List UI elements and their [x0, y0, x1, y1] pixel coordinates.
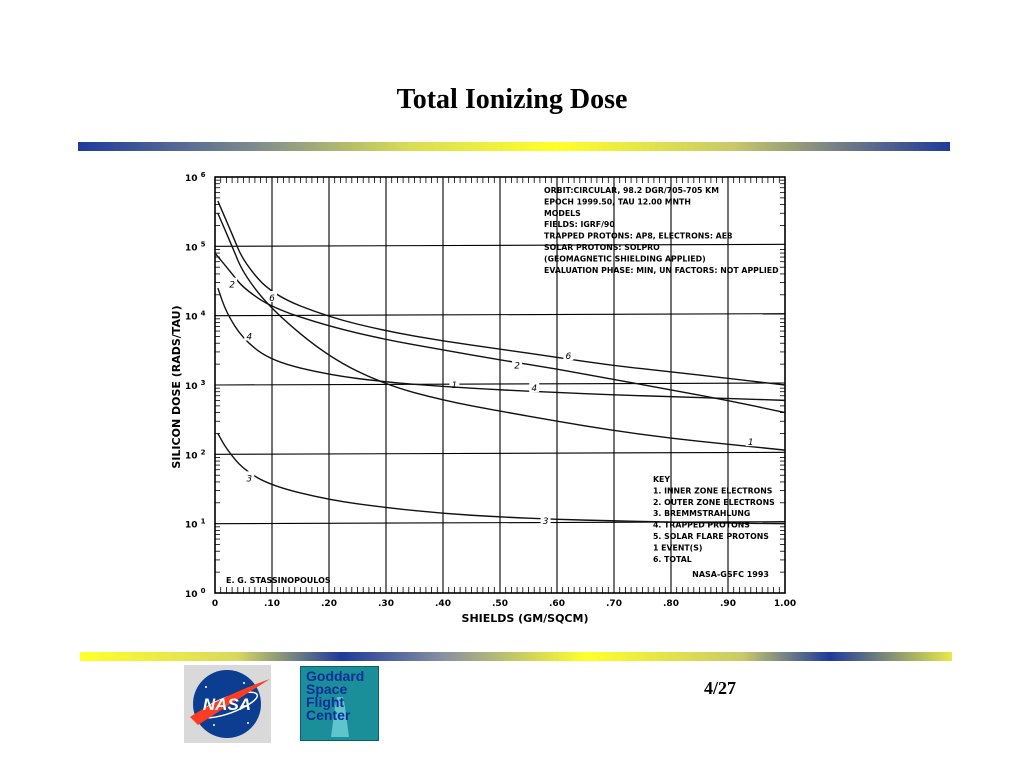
y-axis-ticks: 10 0 10 1 10 2 10 3 10 4 10 5 10 6	[185, 171, 206, 600]
y-tick-label: 10 2	[185, 448, 206, 461]
series-line-2	[214, 252, 786, 414]
key-line: 1 EVENT(S)	[653, 543, 702, 552]
key-line: KEY	[653, 475, 670, 484]
x-axis-label: SHIELDS (GM/SQCM)	[462, 612, 589, 625]
x-tick-label: .40	[435, 599, 451, 609]
series-label-6: 6	[269, 294, 275, 304]
info-line: EPOCH 1999.50, TAU 12.00 MNTH	[544, 197, 691, 206]
series-label-4: 4	[531, 384, 537, 394]
series-line-1	[217, 212, 786, 451]
info-line: EVALUATION PHASE: MIN, UN FACTORS: NOT A…	[544, 266, 779, 275]
series-label-3: 3	[246, 474, 252, 484]
x-tick-label: .90	[720, 599, 736, 609]
y-tick-label: 10 4	[185, 310, 206, 323]
y-tick-label: 10 1	[185, 518, 206, 531]
nasa-logo: NASA	[184, 665, 271, 743]
page-number: 4/27	[704, 678, 737, 698]
nasa-logo-text: NASA	[203, 695, 251, 714]
gsfc-logo-icon	[331, 697, 349, 737]
x-tick-label: .10	[264, 599, 280, 609]
nasa-meatball-icon: NASA	[190, 670, 270, 738]
info-line: SOLAR PROTONS: SOLPRO	[544, 243, 660, 252]
x-tick-label: 1.00	[774, 599, 796, 609]
series-label-2: 2	[514, 362, 520, 372]
series-label-1: 1	[748, 438, 754, 448]
chart-key: KEY 1. INNER ZONE ELECTRONS 2. OUTER ZONE …	[653, 475, 775, 564]
series-label-bg	[540, 513, 551, 525]
series-line-3	[217, 433, 786, 525]
nasa-gsfc-credit: NASA-GSFC 1993	[692, 570, 769, 579]
x-tick-label: .70	[606, 599, 622, 609]
top-gradient-bar	[78, 142, 950, 151]
x-tick-label: 0	[212, 599, 218, 609]
chart-series: 1 1 2 2 3 3 4 4 6 6	[214, 200, 786, 527]
info-line: FIELDS: IGRF/90	[544, 220, 615, 229]
key-line: 4. TRAPPED PROTONS	[653, 521, 750, 530]
author-credit: E. G. STASSINOPOULOS	[226, 576, 331, 585]
series-label-bg	[563, 349, 574, 361]
x-tick-label: .20	[321, 599, 337, 609]
y-tick-label: 10 5	[185, 240, 206, 253]
grid-line-y	[214, 243, 786, 247]
y-tick-label: 10 3	[185, 379, 206, 392]
series-label-bg	[512, 358, 523, 370]
info-line: (GEOMAGNETIC SHIELDING APPLIED)	[544, 254, 706, 263]
y-tick-label: 10 6	[185, 171, 206, 184]
gsfc-logo: Goddard Space Flight Center	[300, 666, 379, 741]
gsfc-logo-text: Goddard Space Flight Center	[306, 668, 365, 723]
y-tick-label: 10 0	[185, 587, 206, 600]
key-line: 5. SOLAR FLARE PROTONS	[653, 532, 769, 541]
x-axis-ticks: 0 .10 .20 .30 .40 .50 .60 .70 .80 .90 1.00	[212, 599, 796, 609]
x-tick-label: .60	[549, 599, 565, 609]
x-tick-label: .30	[378, 599, 394, 609]
series-line-6	[217, 200, 786, 386]
series-line-4	[217, 287, 786, 402]
info-line: ORBIT:CIRCULAR, 98.2 DGR/705-705 KM	[544, 186, 719, 195]
series-label-bg	[227, 277, 238, 289]
series-label-2: 2	[229, 281, 235, 291]
chart-grid	[214, 176, 786, 594]
dose-chart: 0.10.20.30.40.50.60.70.80.90 1.00 10 010 …	[170, 171, 796, 625]
slide-title: Total Ionizing Dose	[396, 84, 628, 115]
x-tick-label: .50	[492, 599, 508, 609]
grid-line-y	[214, 313, 786, 317]
key-line: 6. TOTAL	[653, 555, 692, 564]
x-tick-label: .80	[663, 599, 679, 609]
series-label-1: 1	[452, 381, 458, 391]
info-line: TRAPPED PROTONS: AP8, ELECTRONS: AE8	[544, 232, 732, 241]
grid-line-y	[214, 382, 786, 386]
series-label-bg	[449, 378, 460, 389]
key-line: 1. INNER ZONE ELECTRONS	[653, 486, 773, 495]
key-line: 2. OUTER ZONE ELECTRONS	[653, 498, 775, 507]
series-label-bg	[244, 329, 255, 341]
series-label-4: 4	[246, 333, 252, 343]
orbit-info: ORBIT:CIRCULAR, 98.2 DGR/705-705 KM EPOCH…	[544, 186, 779, 275]
series-label-3: 3	[543, 517, 549, 527]
series-label-bg	[244, 471, 255, 483]
grid-line-y	[214, 451, 786, 455]
series-label-bg	[745, 435, 756, 447]
bottom-gradient-bar	[80, 652, 952, 661]
y-axis-label: SILICON DOSE (RADS/TAU)	[170, 305, 183, 468]
series-label-6: 6	[566, 352, 572, 362]
info-line: MODELS	[544, 209, 581, 218]
series-label-bg	[529, 381, 540, 393]
series-label-bg	[267, 290, 277, 302]
key-line: 3. BREMMSTRAHLUNG	[653, 509, 750, 518]
